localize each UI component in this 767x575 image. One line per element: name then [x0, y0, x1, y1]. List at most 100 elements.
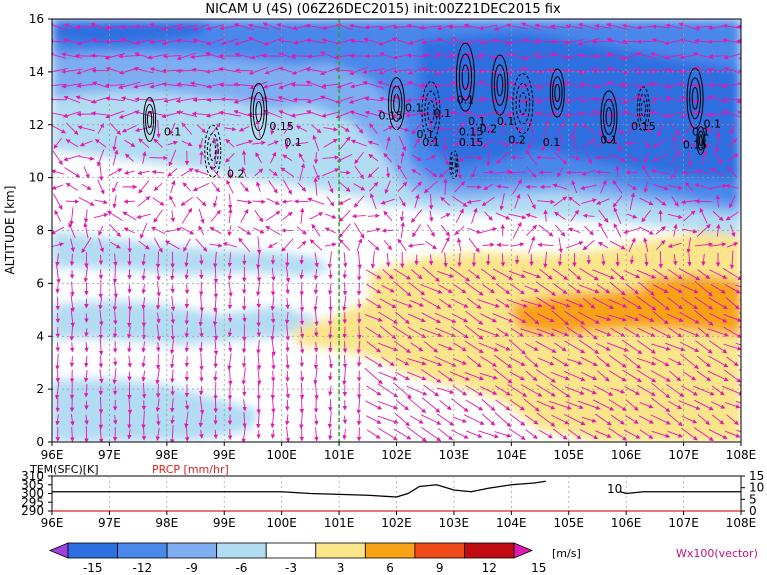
- wind-vector: [162, 54, 182, 59]
- wind-vector: [199, 352, 204, 371]
- wind-vector: [435, 52, 455, 59]
- wind-vector: [184, 427, 190, 442]
- y-tick-label: 0: [36, 435, 44, 449]
- x-tick-label: 102E: [381, 448, 412, 462]
- wind-vector: [313, 296, 318, 312]
- wind-vector: [480, 356, 497, 367]
- wind-vector: [509, 356, 526, 366]
- wind-vector: [496, 298, 510, 308]
- wind-vector: [568, 283, 581, 294]
- contour-label: 0.15: [683, 139, 708, 152]
- wind-vector: [112, 357, 118, 367]
- wind-vector: [412, 224, 422, 238]
- wind-vector: [468, 269, 481, 279]
- wind-vector: [241, 150, 247, 165]
- wind-vector: [435, 66, 455, 75]
- wind-vector: [55, 414, 60, 426]
- wind-vector: [535, 340, 557, 353]
- colorbar-box: [414, 542, 465, 559]
- wind-vector: [553, 428, 568, 440]
- wind-vector: [170, 425, 175, 442]
- wind-vector: [309, 239, 323, 251]
- wind-vector: [609, 240, 626, 250]
- wind-vector: [270, 324, 275, 341]
- wind-vector: [595, 413, 612, 426]
- wind-vector: [212, 310, 218, 327]
- wind-vector: [209, 243, 223, 248]
- wind-vector: [535, 96, 556, 104]
- wind-vector: [183, 238, 191, 252]
- wind-vector: [369, 193, 377, 210]
- wind-vector: [52, 169, 64, 175]
- wind-vector: [549, 97, 571, 103]
- x-tick-label: 104E: [496, 448, 527, 462]
- wind-vector: [228, 280, 233, 298]
- contour-label: 0.15: [269, 120, 294, 133]
- wind-vector: [379, 298, 397, 309]
- wind-vector: [218, 110, 241, 117]
- surface-x-tick-label: 106E: [611, 516, 642, 530]
- contour-label: 0.2: [508, 133, 526, 146]
- wind-vector: [256, 353, 262, 370]
- wind-vector: [478, 430, 499, 439]
- wind-vector: [365, 400, 383, 410]
- wind-vector: [554, 211, 566, 221]
- wind-vector: [395, 357, 410, 366]
- wind-vector: [199, 430, 204, 439]
- wind-vector: [184, 283, 190, 295]
- wind-vector: [425, 167, 438, 178]
- wind-vector: [271, 267, 276, 282]
- wind-vector: [79, 140, 93, 147]
- contour-label: 0.1: [457, 94, 475, 107]
- wind-vector: [351, 213, 366, 219]
- wind-vector: [364, 53, 382, 59]
- wind-vector: [356, 414, 362, 426]
- wind-vector: [236, 139, 254, 147]
- wind-vector: [564, 310, 586, 325]
- wind-vector: [256, 328, 261, 338]
- wind-vector: [339, 170, 351, 175]
- wind-vector: [69, 207, 74, 226]
- colorbar-labels: -15 -12 -9 -6 -3 3 6 9 12 15: [83, 561, 546, 575]
- wind-vector: [270, 312, 276, 324]
- wind-vector: [494, 412, 512, 428]
- wind-vector: [342, 252, 348, 268]
- wind-vector: [64, 167, 81, 178]
- surface-x-tick-label: 98E: [155, 516, 178, 530]
- chart-title: NICAM U (4S) (06Z26DEC2015) init:00Z21DE…: [205, 2, 561, 17]
- wind-vector: [133, 66, 154, 74]
- wind-vector: [414, 193, 420, 209]
- wind-vector: [241, 355, 247, 368]
- wind-vector: [465, 399, 484, 411]
- wind-vector: [420, 414, 442, 425]
- wind-vector: [52, 242, 64, 248]
- wind-vector: [608, 370, 627, 382]
- wind-vector: [83, 166, 90, 179]
- wind-vector: [428, 254, 434, 266]
- wind-vector: [313, 341, 319, 353]
- wind-vector: [70, 413, 75, 426]
- wind-vector: [425, 240, 438, 250]
- wind-vector: [508, 270, 526, 278]
- wind-vector: [510, 140, 524, 146]
- wind-vector: [552, 268, 569, 280]
- colorbar-level-label: 6: [386, 561, 394, 575]
- wind-vector: [483, 183, 494, 191]
- wind-vector: [549, 400, 572, 410]
- wind-vector: [464, 371, 485, 381]
- wind-vector: [297, 182, 307, 192]
- wind-vector: [339, 136, 351, 150]
- wind-vector: [451, 110, 468, 117]
- wind-vector: [311, 124, 322, 134]
- wind-vector: [580, 325, 598, 340]
- y-axis-label: ALTITUDE [km]: [3, 186, 17, 275]
- y-tick-label: 14: [29, 65, 44, 79]
- wind-vector: [746, 195, 748, 208]
- wind-vector: [338, 223, 351, 238]
- wind-vector: [170, 354, 175, 369]
- wind-vector: [508, 339, 526, 355]
- wind-vector: [340, 125, 350, 132]
- wind-vector: [155, 297, 161, 310]
- wind-vector: [563, 413, 586, 426]
- wind-vector: [451, 313, 469, 323]
